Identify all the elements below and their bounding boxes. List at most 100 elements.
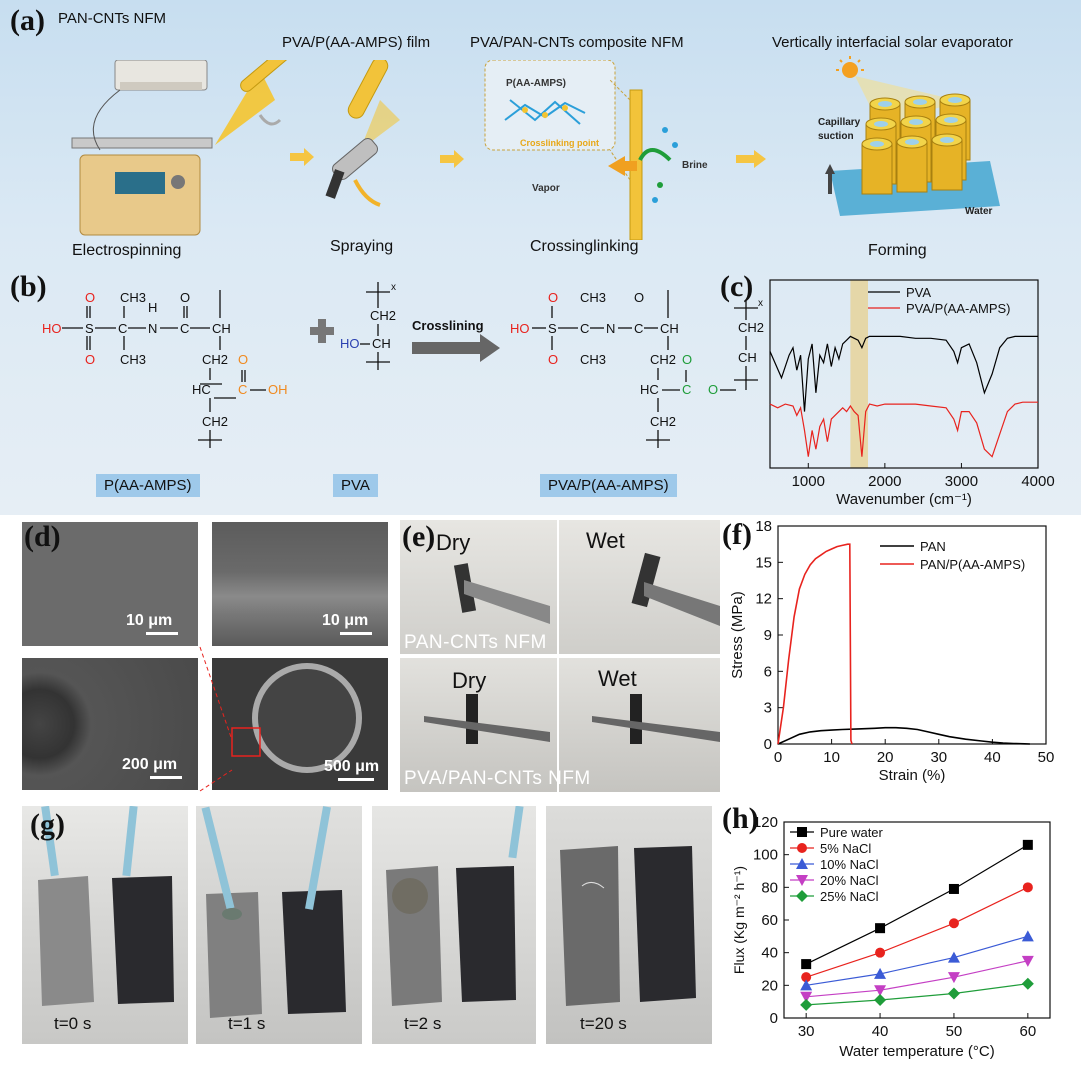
evaporator-illustration	[825, 56, 1000, 216]
caption-pva-pan-cnts: PVA/PAN-CNTs NFM	[404, 768, 591, 789]
x-tick-label-3: 30	[930, 749, 947, 766]
data-point-4-1	[874, 994, 887, 1007]
scale-label-4: 500 μm	[324, 758, 380, 775]
data-point-4-3	[1021, 977, 1034, 990]
photo-t2-drawing	[386, 806, 524, 1006]
reaction-label: Crosslining	[412, 318, 484, 333]
legend-label-2: 10% NaCl	[820, 857, 879, 872]
x-tick-label-2: 3000	[945, 473, 978, 490]
atom-hc-1: HC	[192, 382, 211, 397]
photo-t0-drawing	[38, 806, 174, 1006]
vapor-label: Vapor	[532, 183, 560, 194]
scale-label-3: 200 μm	[122, 756, 178, 773]
process-arrow-1-icon	[290, 148, 314, 166]
panel-letter-a: (a)	[10, 4, 45, 37]
zoom-guide-lines	[199, 646, 233, 792]
photo-t20	[546, 806, 712, 1044]
scale-bar-3	[150, 776, 182, 779]
y-tick-label-5: 15	[755, 554, 772, 571]
panel-letter-f: (f)	[722, 518, 752, 551]
atom-ch3-3: CH3	[580, 290, 606, 305]
atom-o-6: O	[548, 352, 558, 367]
inset-polymer-label: P(AA-AMPS)	[506, 78, 566, 89]
flux-chart: 30 40 50 60 0 20 40 60 80 100 120 Water temperature…	[731, 814, 1051, 1060]
y-tick-label-5: 100	[753, 847, 778, 864]
crosslinking-illustration	[484, 60, 678, 240]
x-tick-label-1: 10	[823, 749, 840, 766]
chemical-scheme: HO S O O C CH3 CH3 N H C O CH CH2 HC C O…	[42, 282, 736, 448]
data-point-2-3	[1021, 930, 1034, 942]
atom-c-5: C	[634, 321, 643, 336]
data-point-1-2	[948, 918, 959, 929]
spray-mist	[360, 100, 400, 150]
legend-label-3: 20% NaCl	[820, 873, 879, 888]
data-point-0-0	[801, 959, 812, 970]
x-tick-label-2: 50	[946, 1023, 963, 1040]
panel-letter-g: (g)	[30, 808, 65, 841]
scale-bar-2	[340, 632, 372, 635]
legend-marker-3	[796, 875, 808, 886]
atom-o-2: O	[85, 352, 95, 367]
photo-t2	[372, 806, 536, 1044]
y-tick-label-1: 3	[764, 700, 772, 717]
photo-t1-drawing	[201, 806, 346, 1018]
atom-x-2: x	[758, 300, 763, 309]
x-tick-label-5: 50	[1038, 749, 1055, 766]
y-tick-label-4: 80	[761, 879, 778, 896]
atom-ch3-1: CH3	[120, 290, 146, 305]
ftir-chart: 1000 2000 3000 4000 Wavenumber (cm⁻¹) PVAPVA/…	[769, 279, 1055, 508]
data-point-4-0	[800, 998, 813, 1011]
y-tick-label-4: 12	[755, 591, 772, 608]
atom-c-3: C	[238, 382, 247, 397]
data-point-1-1	[875, 947, 886, 958]
photo-t20-drawing	[560, 846, 696, 1006]
capillary-label: Capillary	[818, 117, 861, 128]
atom-o-3: O	[180, 290, 190, 305]
process-arrow-2-icon	[440, 150, 464, 168]
suction-label: suction	[818, 131, 854, 142]
data-point-2-0	[800, 979, 813, 991]
x-tick-label-4: 40	[984, 749, 1001, 766]
step-spraying: Spraying	[330, 238, 394, 255]
x-tick-label-2: 20	[877, 749, 894, 766]
atom-o-4: O	[238, 352, 248, 367]
data-point-1-0	[801, 972, 812, 983]
atom-h-1: H	[148, 300, 157, 315]
crosslinking-inset	[484, 60, 616, 151]
data-point-1-3	[1022, 882, 1033, 893]
atom-hc-2: HC	[640, 382, 659, 397]
title-crosslinking: PVA/PAN-CNTs composite NFM	[470, 34, 684, 51]
x-tick-label-1: 40	[872, 1023, 889, 1040]
data-point-3-3	[1021, 955, 1034, 967]
atom-oh-1: OH	[268, 382, 288, 397]
scale-label-2: 10 μm	[322, 612, 369, 629]
caption-pan-cnts: PAN-CNTs NFM	[404, 632, 547, 653]
inset-crosslinking-point-label: Crosslinking point	[520, 138, 600, 148]
series-line-0	[777, 726, 1030, 745]
panel-letter-e: (e)	[402, 520, 436, 553]
atom-ch3-4: CH3	[580, 352, 606, 367]
atom-n-1: N	[148, 321, 157, 336]
sun-icon	[842, 62, 858, 78]
label-dry-2: Dry	[452, 668, 487, 693]
atom-n-2: N	[606, 321, 615, 336]
atom-s-2: S	[548, 321, 557, 336]
photo-pan-cnts-drawing	[453, 520, 720, 654]
atom-o-5: O	[548, 290, 558, 305]
atom-ho-1: HO	[42, 321, 62, 336]
x-tick-label-0: 0	[774, 749, 782, 766]
sem-image-cross-section: 10 μm	[212, 522, 388, 646]
atom-ch-3: CH	[660, 321, 679, 336]
electrospinning-illustration	[71, 60, 290, 236]
photo-pva-pan-cnts	[400, 658, 720, 792]
atom-c-2: C	[180, 321, 189, 336]
atom-ch2-1: CH2	[202, 352, 228, 367]
series-line-1	[777, 543, 853, 745]
label-wet-2: Wet	[598, 666, 637, 691]
capillary-arrow-icon	[825, 164, 835, 174]
process-arrow-3-icon	[736, 150, 766, 168]
atom-c-1: C	[118, 321, 127, 336]
label-product: PVA/P(AA-AMPS)	[540, 474, 677, 497]
x-axis-label: Strain (%)	[879, 767, 946, 784]
atom-ch2-6: CH2	[738, 320, 764, 335]
